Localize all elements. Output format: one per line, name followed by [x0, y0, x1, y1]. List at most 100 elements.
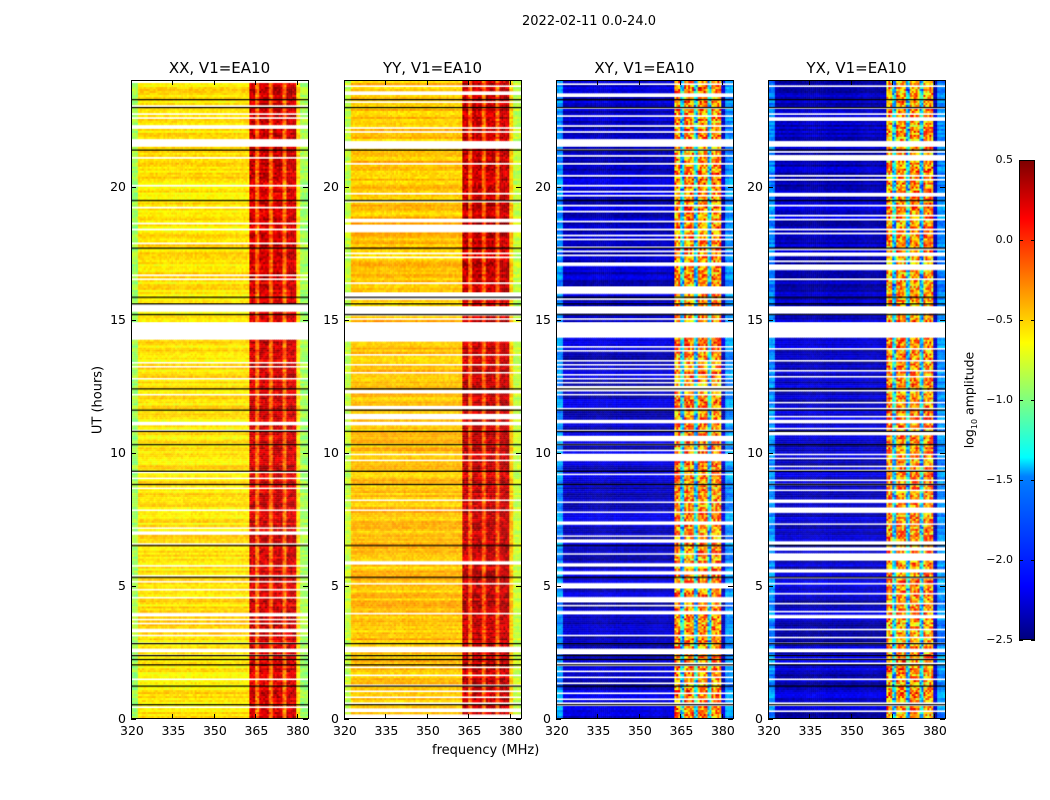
y-tick-label: 5: [543, 577, 551, 593]
y-tick-mark-right: [303, 452, 308, 454]
y-tick-label: 0: [755, 711, 763, 726]
x-tick-label: 320: [757, 723, 781, 738]
x-tick-mark: [850, 714, 852, 719]
x-tick-mark: [172, 714, 174, 719]
y-tick-mark-right: [728, 719, 733, 720]
y-tick-label: 15: [110, 311, 126, 327]
x-tick-mark: [721, 714, 723, 719]
x-tick-label: 350: [202, 723, 227, 738]
x-tick-mark: [809, 714, 811, 719]
y-tick-label: 15: [535, 311, 551, 327]
x-tick-mark-top: [721, 80, 723, 85]
y-tick-label: 10: [323, 444, 339, 460]
x-tick-label: 350: [839, 723, 864, 738]
x-tick-mark-top: [850, 80, 852, 85]
x-tick-mark-top: [556, 80, 557, 85]
x-tick-mark-top: [344, 80, 345, 85]
y-tick-mark: [768, 319, 773, 321]
x-tick-mark-top: [213, 80, 215, 85]
heatmap-panel-2: [556, 80, 734, 719]
heatmap-panel-0: [131, 80, 309, 719]
x-tick-mark-top: [892, 80, 894, 85]
x-axis-label: frequency (MHz): [432, 743, 540, 758]
x-tick-label: 335: [586, 723, 611, 738]
x-tick-mark-top: [597, 80, 599, 85]
x-tick-mark-top: [172, 80, 174, 85]
colorbar-tick-mark: [1019, 560, 1023, 561]
y-tick-mark: [556, 319, 561, 321]
x-tick-mark-top: [468, 80, 470, 85]
x-tick-mark-top: [809, 80, 811, 85]
y-tick-label: 20: [535, 178, 551, 194]
y-tick-mark: [556, 719, 561, 720]
y-tick-label: 0: [331, 711, 339, 726]
x-tick-mark: [597, 714, 599, 719]
y-tick-mark-right: [940, 319, 945, 321]
x-tick-mark: [385, 714, 387, 719]
y-tick-mark: [344, 719, 349, 720]
heatmap-image-1: [345, 81, 521, 718]
x-tick-mark-top: [426, 80, 428, 85]
y-tick-mark: [556, 186, 561, 188]
heatmap-panel-1: [344, 80, 522, 719]
y-tick-label: 15: [747, 311, 763, 327]
x-tick-mark: [892, 714, 894, 719]
y-tick-label: 5: [755, 577, 763, 593]
x-tick-mark: [131, 714, 132, 719]
colorbar-tick-mark-right: [1031, 480, 1035, 481]
x-tick-label: 320: [120, 723, 144, 738]
y-tick-mark-right: [303, 719, 308, 720]
panel-title-1: YY, V1=EA10: [382, 59, 483, 77]
panel-title-0: XX, V1=EA10: [168, 59, 271, 77]
colorbar-tick-mark: [1019, 400, 1023, 401]
y-tick-mark-right: [516, 585, 521, 587]
y-tick-mark-right: [728, 585, 733, 587]
x-tick-mark-top: [296, 80, 298, 85]
colorbar-tick-label: −2.0: [986, 553, 1013, 566]
y-tick-label: 5: [118, 577, 126, 593]
x-tick-label: 335: [161, 723, 186, 738]
y-tick-mark-right: [516, 319, 521, 321]
y-tick-mark: [344, 319, 349, 321]
y-tick-mark: [131, 186, 136, 188]
colorbar-tick-mark-right: [1031, 640, 1035, 641]
y-tick-label: 10: [747, 444, 763, 460]
x-tick-mark: [509, 714, 511, 719]
x-tick-mark: [638, 714, 640, 719]
x-tick-mark: [556, 714, 557, 719]
colorbar-tick-mark: [1019, 240, 1023, 241]
colorbar-tick-mark-right: [1031, 160, 1035, 161]
heatmap-image-2: [557, 81, 733, 718]
x-tick-label: 350: [415, 723, 440, 738]
y-tick-mark: [344, 585, 349, 587]
x-tick-mark-top: [933, 80, 935, 85]
heatmap-image-0: [132, 81, 308, 718]
colorbar-tick-label: −0.5: [986, 313, 1013, 326]
x-tick-mark-top: [255, 80, 257, 85]
y-tick-label: 20: [747, 178, 763, 194]
x-tick-label: 365: [669, 723, 694, 738]
y-tick-label: 20: [323, 178, 339, 194]
y-tick-mark: [131, 319, 136, 321]
y-tick-mark-right: [516, 719, 521, 720]
x-tick-label: 380: [710, 723, 735, 738]
y-tick-mark-right: [728, 452, 733, 454]
colorbar-tick-mark: [1019, 320, 1023, 321]
panel-title-3: YX, V1=EA10: [806, 59, 907, 77]
heatmap-panel-3: [768, 80, 946, 719]
x-tick-mark-top: [768, 80, 769, 85]
y-tick-mark: [768, 186, 773, 188]
y-tick-mark: [131, 585, 136, 587]
x-tick-label: 365: [244, 723, 269, 738]
y-tick-mark-right: [303, 585, 308, 587]
y-tick-label: 0: [118, 711, 126, 726]
x-tick-mark: [213, 714, 215, 719]
y-tick-mark-right: [728, 319, 733, 321]
y-tick-mark: [768, 452, 773, 454]
x-tick-mark: [296, 714, 298, 719]
colorbar-label: log10 amplitude: [961, 351, 979, 449]
x-tick-label: 380: [498, 723, 523, 738]
y-tick-label: 5: [331, 577, 339, 593]
colorbar-tick-mark-right: [1031, 320, 1035, 321]
